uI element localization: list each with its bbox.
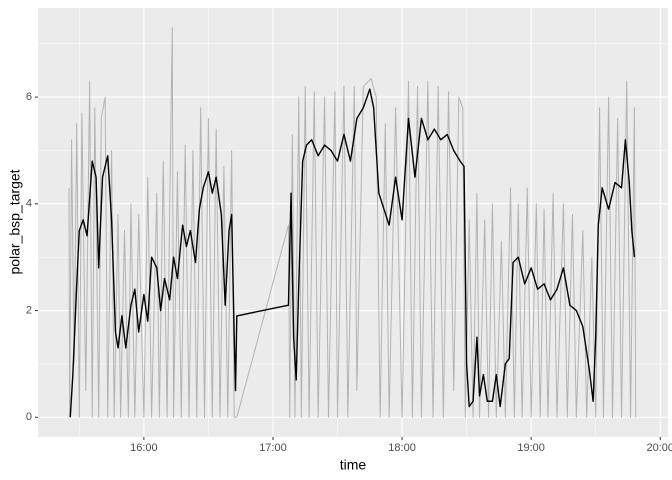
x-tick-label: 18:00 bbox=[388, 442, 416, 454]
plot-background bbox=[38, 8, 668, 437]
y-tick-label: 4 bbox=[26, 198, 32, 210]
series-line bbox=[69, 88, 636, 418]
series-line bbox=[68, 27, 637, 418]
x-tick-label: 20:00 bbox=[646, 442, 672, 454]
y-tick-label: 2 bbox=[26, 304, 32, 316]
y-tick-label: 0 bbox=[26, 411, 32, 423]
x-tick-label: 16:00 bbox=[130, 442, 158, 454]
y-axis-title: polar_bsp_target bbox=[7, 169, 23, 274]
x-tick-label: 19:00 bbox=[517, 442, 545, 454]
x-tick-label: 17:00 bbox=[259, 442, 287, 454]
y-tick-label: 6 bbox=[26, 91, 32, 103]
x-axis-title: time bbox=[340, 457, 367, 473]
